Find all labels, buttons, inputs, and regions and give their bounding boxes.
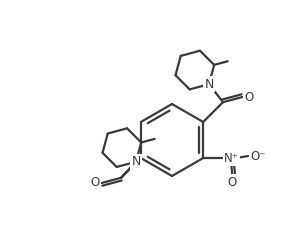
Text: O: O <box>245 90 254 104</box>
Text: O: O <box>227 175 237 188</box>
Text: O⁻: O⁻ <box>251 149 266 163</box>
Text: N: N <box>204 78 214 91</box>
Text: O: O <box>90 176 99 190</box>
Text: N⁺: N⁺ <box>224 151 239 165</box>
Text: N: N <box>131 155 141 168</box>
